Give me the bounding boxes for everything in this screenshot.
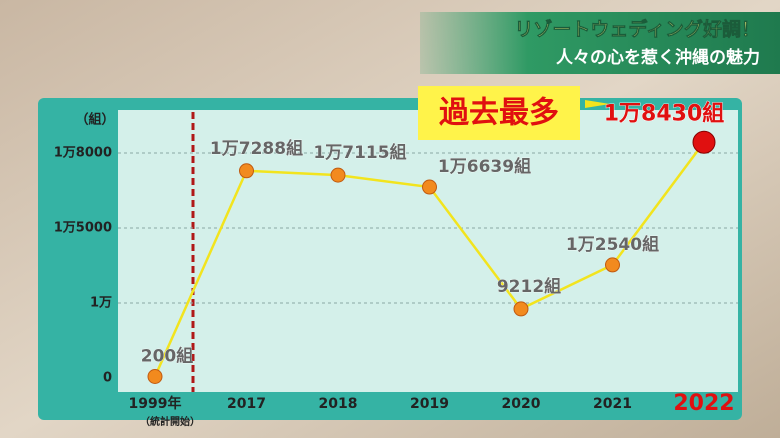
value-label: 9212組 [497, 276, 561, 297]
y-tick-label: 1万5000 [54, 221, 112, 236]
data-point [692, 130, 716, 154]
x-tick-label: 2021 [593, 396, 632, 412]
value-label: 1万7115組 [313, 142, 406, 163]
arrow [585, 100, 610, 108]
value-label: 1万2540組 [566, 234, 659, 255]
plot-area [118, 110, 738, 392]
data-point [422, 179, 437, 195]
banner-title: リゾートウェディング好調！ [514, 18, 760, 41]
data-point [513, 301, 529, 317]
annotation: 過去最多 [439, 96, 559, 131]
data-point [605, 257, 620, 273]
x-tick-label: 2022 [673, 391, 734, 416]
banner-subtitle: 人々の心を惹く沖縄の魅力 [556, 47, 760, 68]
value-label: 200組 [141, 346, 194, 367]
y-tick-label: 1万 [90, 296, 112, 311]
category-note: （統計開始） [140, 415, 200, 428]
data-point [330, 167, 346, 183]
value-label: 1万6639組 [438, 156, 531, 177]
y-tick-label: 0 [103, 371, 112, 386]
value-label: 1万7288組 [210, 138, 303, 159]
annotation-box [418, 86, 580, 140]
data-point [239, 163, 254, 179]
x-tick-label: 2017 [227, 396, 266, 412]
x-tick-label: 2020 [502, 396, 541, 412]
banner [420, 12, 780, 74]
x-tick-label: 2018 [319, 396, 358, 412]
x-tick-label: 2019 [410, 396, 449, 412]
y-tick-label: 1万8000 [54, 146, 112, 161]
x-tick-label: 1999年 [129, 395, 182, 412]
y-axis-label: （組） [75, 112, 114, 128]
value-label: 1万8430組 [604, 100, 725, 126]
data-point [147, 369, 163, 384]
